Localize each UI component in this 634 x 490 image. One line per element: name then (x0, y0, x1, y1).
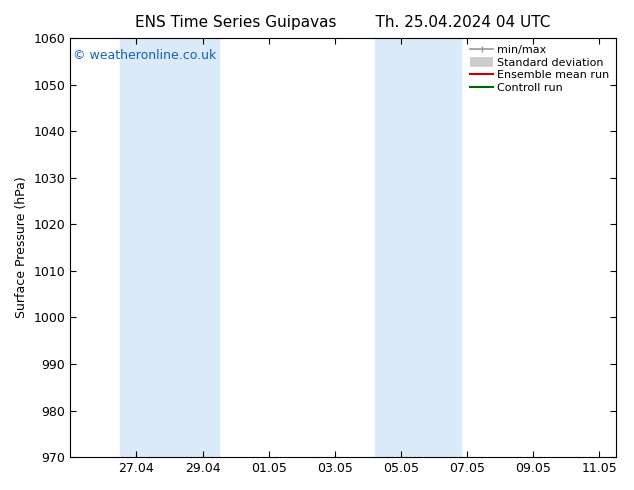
Bar (375, 38, 460, 457)
Bar (120, 38, 219, 457)
Y-axis label: Surface Pressure (hPa): Surface Pressure (hPa) (15, 177, 28, 318)
Title: ENS Time Series Guipavas        Th. 25.04.2024 04 UTC: ENS Time Series Guipavas Th. 25.04.2024 … (136, 15, 551, 30)
Legend: min/max, Standard deviation, Ensemble mean run, Controll run: min/max, Standard deviation, Ensemble me… (466, 40, 614, 98)
Text: © weatheronline.co.uk: © weatheronline.co.uk (73, 49, 216, 62)
